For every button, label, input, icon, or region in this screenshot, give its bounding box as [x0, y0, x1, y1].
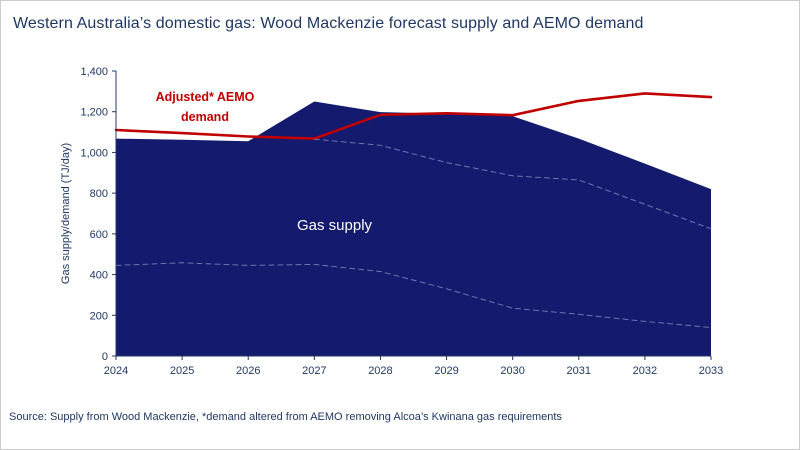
x-tick-label: 2024	[104, 365, 128, 377]
series-dashed-component-2	[313, 138, 712, 230]
source-note: Source: Supply from Wood Mackenzie, *dem…	[9, 411, 562, 423]
series-gas-supply-area	[116, 101, 711, 356]
y-tick-label: 600	[90, 229, 108, 241]
x-tick-label: 2027	[302, 365, 326, 377]
series-dashed-component-3	[115, 262, 712, 328]
y-tick-label: 400	[90, 270, 108, 282]
x-tick-label: 2029	[434, 365, 458, 377]
y-tick-label: 200	[90, 310, 108, 322]
x-tick-label: 2030	[500, 365, 524, 377]
y-tick-label: 1,200	[80, 107, 108, 119]
series-demand-line	[114, 92, 713, 140]
y-axis-title: Gas supply/demand (TJ/day)	[60, 143, 72, 284]
demand-annotation-label: Adjusted* AEMO demand	[155, 90, 255, 124]
y-tick-label: 800	[90, 188, 108, 200]
y-tick-label: 0	[102, 351, 108, 363]
y-tick-label: 1,000	[80, 147, 108, 159]
y-tick-label: 1,400	[80, 66, 108, 78]
page-title: Western Australia’s domestic gas: Wood M…	[13, 15, 644, 32]
supply-annotation-label: Gas supply	[297, 217, 373, 234]
x-tick-label: 2031	[567, 365, 591, 377]
x-tick-label: 2033	[699, 365, 723, 377]
x-tick-label: 2032	[633, 365, 657, 377]
x-tick-label: 2028	[368, 365, 392, 377]
chart-svg: 0 200 400 600 800 1,000 1,200 1,400 2024 2025 2026…	[60, 66, 723, 377]
x-tick-label: 2026	[236, 365, 260, 377]
x-tick-label: 2025	[170, 365, 194, 377]
